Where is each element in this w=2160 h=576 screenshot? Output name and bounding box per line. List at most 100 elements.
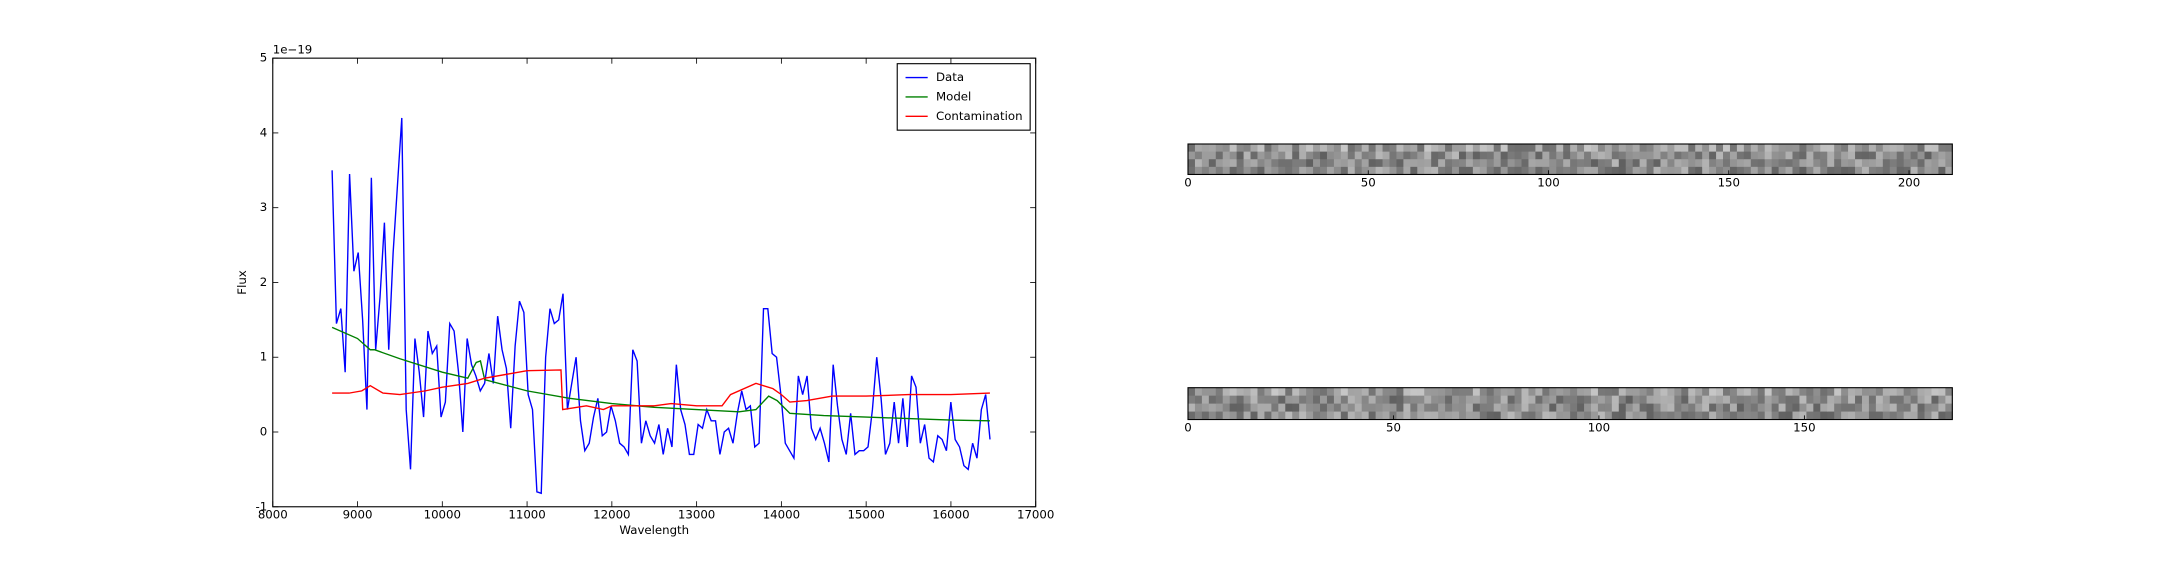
pixel (1743, 166, 1752, 175)
pixel (1389, 159, 1397, 168)
pixel (1410, 411, 1418, 420)
pixel (1792, 166, 1800, 175)
pixel (1750, 151, 1759, 160)
pixel (1577, 166, 1585, 175)
pixel (1716, 395, 1724, 405)
pixel (1597, 403, 1606, 412)
pixel (1743, 411, 1752, 420)
pixel (1570, 159, 1578, 168)
pixel (1709, 159, 1717, 168)
pixel (1306, 159, 1314, 168)
pixel (1855, 395, 1863, 405)
pixel (1618, 403, 1627, 412)
pixel (1514, 387, 1522, 397)
pixel (1764, 395, 1773, 405)
pixel (1813, 387, 1821, 397)
pixel (1695, 403, 1703, 412)
pixel (1452, 151, 1460, 160)
pixel (1528, 403, 1536, 412)
pixel (1778, 151, 1786, 160)
pixel (1368, 159, 1377, 168)
pixel (1326, 159, 1335, 168)
pixel (1382, 144, 1390, 153)
pixel (1764, 144, 1773, 153)
pixel (1563, 166, 1571, 175)
pixel (1632, 395, 1641, 405)
pixel (1945, 387, 1953, 397)
pixel (1820, 395, 1828, 405)
pixel (1306, 395, 1314, 405)
pixel (1632, 151, 1641, 160)
pixel (1208, 411, 1217, 420)
pixel (1618, 151, 1627, 160)
pixel (1771, 151, 1780, 160)
pixel (1604, 387, 1613, 397)
pixel (1625, 159, 1634, 168)
pixel (1306, 387, 1314, 397)
pixel (1424, 166, 1432, 175)
pixel (1292, 144, 1300, 153)
pixel (1584, 151, 1592, 160)
pixel (1723, 166, 1731, 175)
pixel (1306, 403, 1314, 412)
pixel (1855, 387, 1863, 397)
pixel (1201, 387, 1210, 397)
pixel (1834, 395, 1842, 405)
pixel (1563, 159, 1571, 168)
pixel (1792, 144, 1800, 153)
pixel (1597, 166, 1606, 175)
pixel (1875, 395, 1884, 405)
pixel (1834, 387, 1842, 397)
pixel (1549, 144, 1557, 153)
pixel (1632, 403, 1641, 412)
pixel (1709, 151, 1717, 160)
pixel (1264, 403, 1272, 412)
pixel (1208, 166, 1217, 175)
pixel (1465, 159, 1474, 168)
pixel (1653, 395, 1661, 405)
pixel (1924, 151, 1932, 160)
pixel (1431, 144, 1439, 153)
pixel (1917, 411, 1925, 420)
pixel (1695, 159, 1703, 168)
pixel (1354, 403, 1363, 412)
pixel (1542, 151, 1550, 160)
pixel (1208, 159, 1217, 168)
pixel (1563, 403, 1571, 412)
pixel (1632, 159, 1641, 168)
pixel (1604, 159, 1613, 168)
pixel (1361, 144, 1370, 153)
pixel (1320, 395, 1328, 405)
pixel (1507, 166, 1515, 175)
pixel (1861, 403, 1870, 412)
pixel (1188, 144, 1196, 153)
pixel (1577, 159, 1585, 168)
pixel (1841, 395, 1849, 405)
pixel (1855, 144, 1863, 153)
pixel (1882, 403, 1891, 412)
pixel (1285, 411, 1293, 420)
pixel (1827, 151, 1835, 160)
pixel (1757, 144, 1766, 153)
pixel (1479, 151, 1488, 160)
pixel (1382, 387, 1390, 397)
pixel (1771, 144, 1780, 153)
pixel (1639, 395, 1647, 405)
pixel (1458, 387, 1467, 397)
pixel (1702, 144, 1710, 153)
x-tick-label: 11000 (508, 508, 545, 522)
pixel (1479, 411, 1488, 420)
pixel (1667, 151, 1675, 160)
pixel (1229, 395, 1238, 405)
pixel (1861, 144, 1870, 153)
pixel (1306, 411, 1314, 420)
pixel (1716, 403, 1724, 412)
pixel (1333, 387, 1342, 397)
pixel (1368, 166, 1377, 175)
pixel (1604, 411, 1613, 420)
pixel (1577, 151, 1585, 160)
x-tick-label: 15000 (847, 508, 884, 522)
pixel (1910, 144, 1918, 153)
pixel (1424, 159, 1432, 168)
pixel (1882, 144, 1891, 153)
